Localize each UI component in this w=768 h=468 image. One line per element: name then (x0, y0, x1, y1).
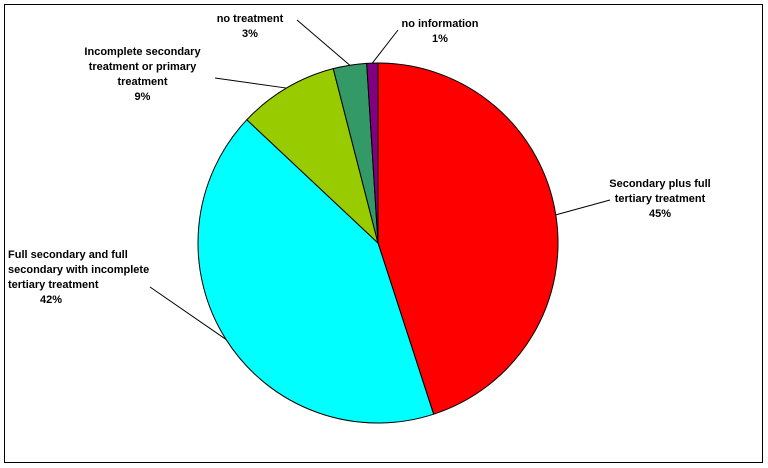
leader-line (371, 29, 399, 64)
value-label: 1% (432, 33, 448, 45)
leader-line (555, 199, 611, 216)
leader-line (149, 286, 227, 340)
category-label: no information (401, 18, 479, 30)
category-label: Incomplete secondary treatment or primar… (84, 46, 201, 88)
slice-label: Secondary plus full tertiary treatment 45… (595, 177, 725, 222)
value-label: 3% (242, 28, 258, 40)
category-label: Secondary plus full tertiary treatment (609, 178, 711, 205)
value-label: 9% (134, 91, 151, 103)
leader-line (296, 19, 351, 66)
category-label: no treatment (216, 13, 284, 25)
slice-label: Full secondary and full secondary with i… (8, 248, 158, 308)
value-label: 42% (40, 294, 63, 306)
category-label: Full secondary and full secondary with i… (8, 249, 150, 291)
slice-label: Incomplete secondary treatment or primar… (75, 45, 210, 105)
pie-slice (377, 62, 559, 415)
leader-line (214, 77, 287, 89)
slice-label: no information 1% (395, 17, 485, 47)
value-label: 45% (648, 208, 672, 220)
pie-slice (246, 68, 379, 245)
slice-label: no treatment 3% (205, 12, 295, 42)
pie-slice (197, 119, 435, 424)
